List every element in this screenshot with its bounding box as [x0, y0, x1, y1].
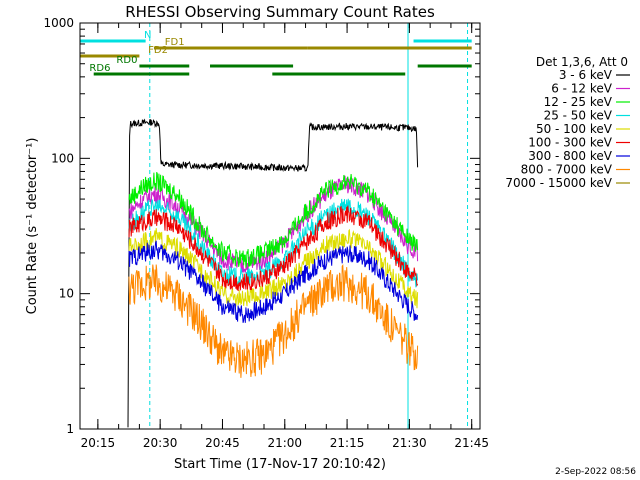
series-line-4: [128, 228, 419, 309]
series-line-0: [127, 118, 419, 428]
flag-label-rd0: RD0: [116, 55, 137, 66]
x-axis-label: Start Time (17-Nov-17 20:10:42): [174, 457, 386, 472]
series-line-3: [128, 198, 419, 288]
series-line-7: [128, 264, 419, 378]
date-stamp: 2-Sep-2022 08:56: [555, 467, 636, 477]
y-tick-label: 1: [66, 422, 74, 436]
legend-entry-label: 300 - 800 keV: [528, 149, 612, 163]
flag-label-fd2: FD2: [148, 45, 168, 56]
legend-entry-label: 7000 - 15000 keV: [505, 176, 612, 190]
flag-label-n: N: [144, 30, 151, 41]
legend-entry-label: 800 - 7000 keV: [521, 163, 613, 177]
x-tick-label: 21:45: [454, 436, 489, 450]
plot-frame: [79, 22, 481, 430]
x-tick-label: 21:00: [267, 436, 302, 450]
flag-label-fd1: FD1: [165, 37, 185, 48]
series-group: [127, 118, 419, 428]
flag-label-rd6: RD6: [89, 63, 110, 74]
x-tick-label: 21:15: [330, 436, 365, 450]
y-axis: 1 10 100 1000: [43, 16, 480, 436]
x-axis: 20:15 20:30 20:45 21:00 21:15 21:30 21:45: [81, 23, 489, 450]
x-tick-label: 21:30: [392, 436, 427, 450]
legend-entry-label: 3 - 6 keV: [559, 68, 613, 82]
y-tick-label: 1000: [43, 16, 74, 30]
series-line-2: [128, 172, 419, 268]
legend-entry-label: 50 - 100 keV: [536, 122, 613, 136]
series-line-6: [128, 240, 419, 323]
x-tick-label: 20:45: [205, 436, 240, 450]
legend-entry-label: 100 - 300 keV: [528, 136, 612, 150]
legend-entry-label: 6 - 12 keV: [551, 82, 613, 96]
chart-title: RHESSI Observing Summary Count Rates: [125, 3, 435, 21]
y-tick-label: 10: [59, 287, 74, 301]
legend-entry-label: 12 - 25 keV: [544, 95, 613, 109]
legend-entry-label: 25 - 50 keV: [544, 109, 613, 123]
legend-header: Det 1,3,6, Att 0: [536, 55, 628, 69]
x-tick-label: 20:15: [81, 436, 116, 450]
y-tick-label: 100: [51, 151, 74, 165]
series-line-5: [128, 205, 419, 292]
x-tick-label: 20:30: [143, 436, 178, 450]
y-axis-label: Count Rate (s⁻¹ detector⁻¹): [25, 138, 40, 315]
